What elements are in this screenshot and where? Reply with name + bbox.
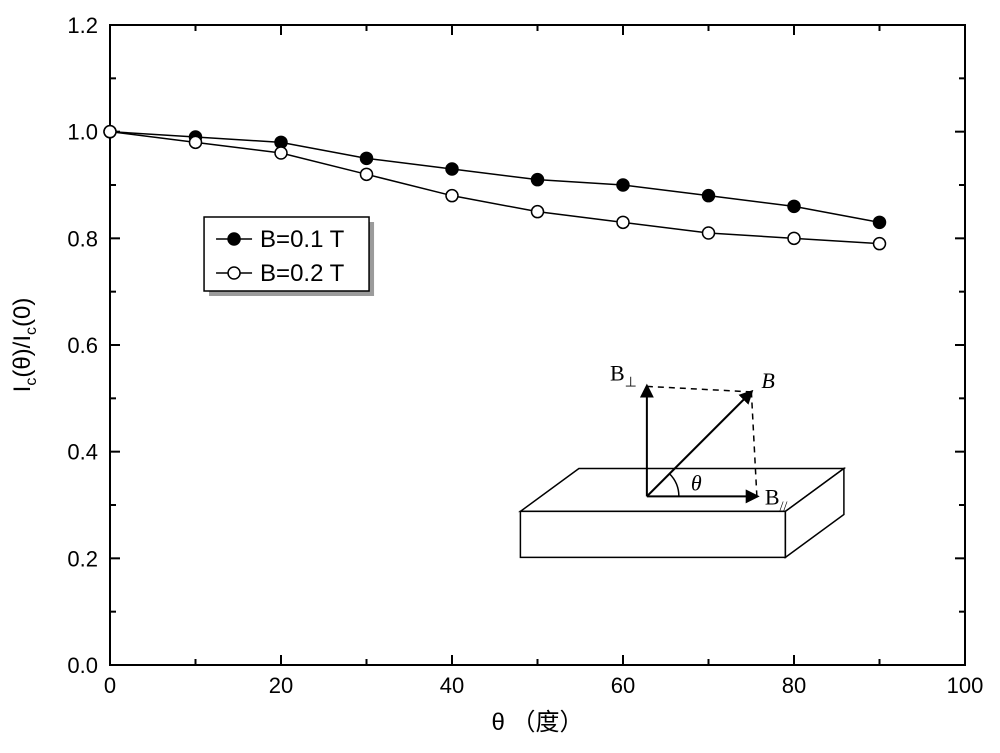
inset-slab-front [520, 511, 785, 557]
series-marker [788, 232, 800, 244]
x-axis-title: θ （度） [491, 709, 583, 736]
inset-label-theta: θ [691, 470, 702, 495]
inset-dash [647, 386, 752, 392]
x-tick-label: 40 [440, 673, 464, 698]
inset-label-bperp: B⊥ [610, 360, 637, 390]
x-tick-label: 0 [104, 673, 116, 698]
series-marker [874, 238, 886, 250]
legend-label: B=0.1 T [260, 226, 345, 253]
y-tick-label: 0.4 [67, 440, 98, 465]
y-tick-label: 0.2 [67, 546, 98, 571]
series-marker [874, 216, 886, 228]
legend-label: B=0.2 T [260, 260, 345, 287]
y-tick-label: 1.0 [67, 120, 98, 145]
series-marker [361, 168, 373, 180]
legend-marker [228, 233, 240, 245]
x-tick-label: 60 [611, 673, 635, 698]
y-tick-label: 0.6 [67, 333, 98, 358]
series-marker [617, 179, 629, 191]
series-marker [275, 147, 287, 159]
y-tick-label: 0.0 [67, 653, 98, 678]
series-marker [446, 190, 458, 202]
series-marker [532, 206, 544, 218]
chart-container: 0 20 40 60 80 100 0.0 0.2 0.4 0.6 0.8 1.0 1.2 θ （度） Ic… [0, 0, 1000, 753]
y-tick-label: 0.8 [67, 226, 98, 251]
x-tick-label: 80 [782, 673, 806, 698]
series-marker [703, 227, 715, 239]
series-marker [788, 200, 800, 212]
plot-frame [110, 25, 965, 665]
legend-marker [228, 267, 240, 279]
series-marker [446, 163, 458, 175]
x-tick-label: 20 [269, 673, 293, 698]
series-line [110, 132, 880, 223]
series-marker [361, 152, 373, 164]
y-axis-title: Ic(θ)/Ic(0) [9, 298, 40, 393]
series-marker [617, 216, 629, 228]
series-marker [532, 174, 544, 186]
series-marker [104, 126, 116, 138]
series-marker [703, 190, 715, 202]
inset-label-b: B [761, 368, 774, 393]
series-marker [190, 136, 202, 148]
x-tick-label: 100 [947, 673, 984, 698]
chart-svg: 0 20 40 60 80 100 0.0 0.2 0.4 0.6 0.8 1.0 1.2 θ （度） Ic… [0, 0, 1000, 753]
y-tick-label: 1.2 [67, 13, 98, 38]
